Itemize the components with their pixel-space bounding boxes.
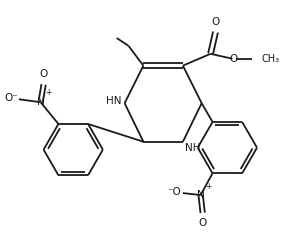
Text: O: O (199, 218, 207, 228)
Text: O: O (229, 54, 238, 64)
Text: +: + (46, 88, 52, 97)
Text: O⁻: O⁻ (4, 93, 18, 103)
Text: +: + (206, 182, 212, 191)
Text: ⁻O: ⁻O (167, 187, 181, 197)
Text: N: N (197, 190, 204, 200)
Text: O: O (211, 17, 220, 27)
Text: CH₃: CH₃ (262, 54, 280, 64)
Text: HN: HN (106, 96, 122, 106)
Text: O: O (39, 69, 48, 79)
Text: NH: NH (185, 143, 200, 153)
Text: N: N (37, 97, 44, 107)
